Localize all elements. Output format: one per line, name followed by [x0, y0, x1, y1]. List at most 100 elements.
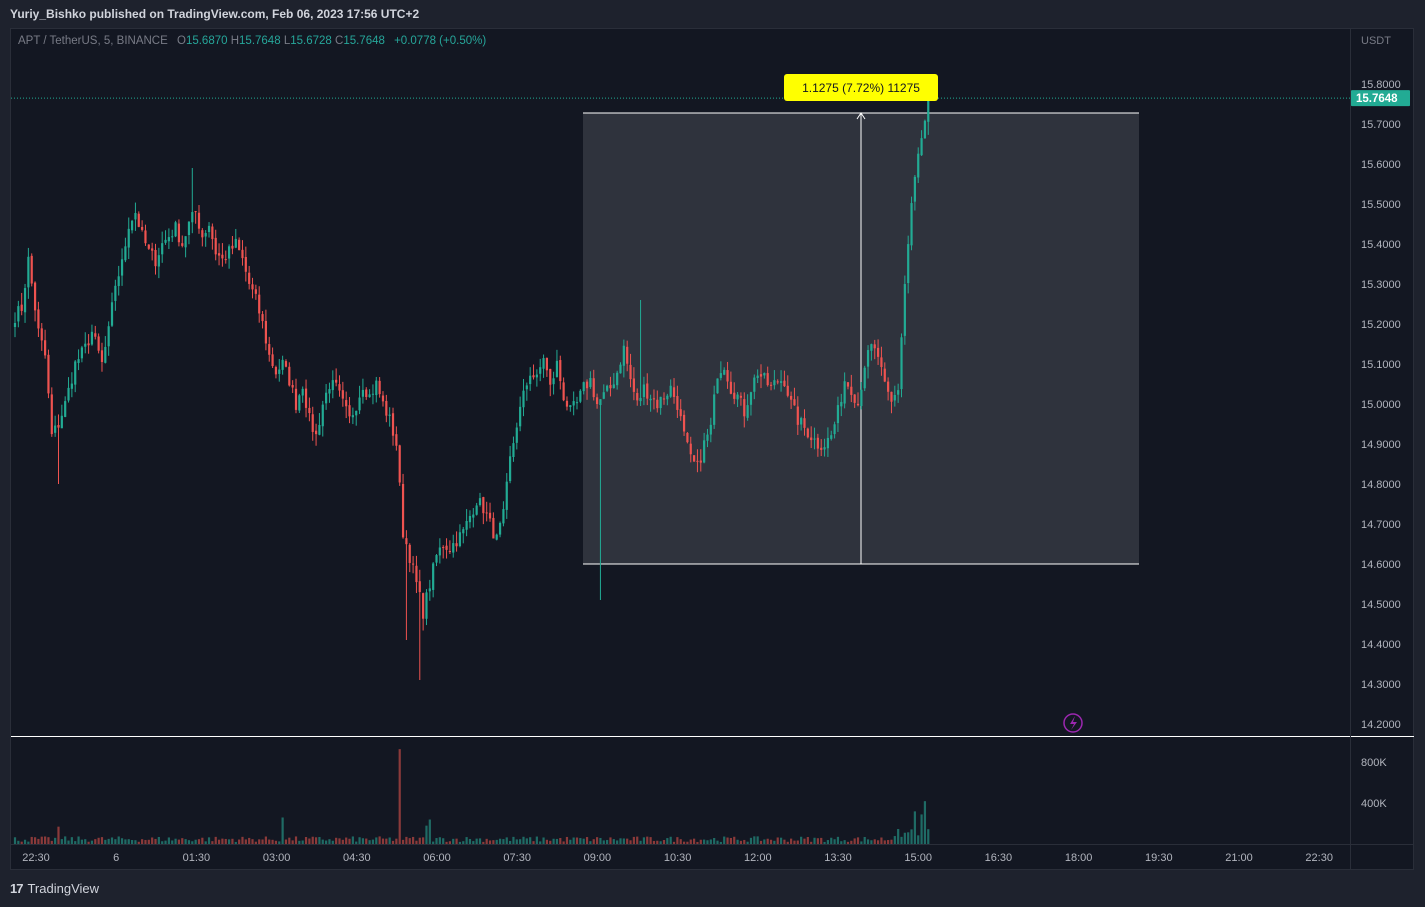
volume-bar [278, 841, 281, 844]
volume-bar [716, 840, 719, 844]
candle-body [759, 374, 763, 377]
volume-bar [288, 837, 291, 844]
candle-body [743, 399, 746, 417]
candle-body [522, 390, 525, 408]
time-tick-label: 15:00 [904, 852, 932, 864]
volume-bar [151, 837, 154, 844]
volume-bar [157, 836, 160, 844]
candle-body [850, 386, 853, 395]
volume-bar [84, 839, 87, 844]
volume-bar [662, 840, 666, 844]
volume-bar [753, 836, 756, 844]
time-tick-label: 12:00 [744, 852, 772, 864]
volume-bar [87, 841, 90, 844]
candle-body [231, 245, 234, 249]
close-label: C [335, 35, 344, 47]
candle-body [405, 538, 408, 545]
volume-bar [458, 841, 462, 844]
volume-bar [238, 839, 241, 844]
candle-body [502, 509, 505, 524]
candle-body [706, 434, 709, 441]
volume-bar [70, 837, 73, 844]
volume-bar [104, 839, 107, 844]
price-scale[interactable]: 15.8000 15.7000 15.6000 15.5000 15.4000 15.30… [1361, 79, 1401, 731]
volume-bar [181, 838, 184, 844]
lightning-icon[interactable] [1063, 713, 1083, 733]
time-tick-label: 07:30 [503, 852, 531, 864]
volume-bar [927, 829, 930, 844]
volume-bar [227, 839, 231, 844]
candle-body [478, 498, 482, 506]
measure-label[interactable]: 1.1275 (7.72%) 11275 [784, 74, 938, 101]
symbol-legend[interactable]: APT / TetherUS, 5, BINANCE O15.6870 H15.… [18, 35, 486, 47]
candle-body [401, 483, 405, 538]
candle-body [221, 254, 224, 259]
tradingview-logo[interactable]: 17 TradingView [10, 881, 99, 896]
volume-bar [418, 837, 421, 844]
candle-body [211, 226, 214, 240]
candle-body [60, 415, 63, 429]
candle-body [606, 385, 609, 391]
symbol-name[interactable]: APT / TetherUS, 5, BINANCE [18, 35, 168, 47]
low-value: 15.6728 [290, 35, 332, 47]
volume-bar [234, 841, 237, 844]
measure-label-text: 1.1275 (7.72%) 11275 [802, 81, 920, 95]
volume-bar [773, 840, 776, 844]
volume-bar [144, 839, 147, 844]
candle-body [378, 380, 381, 395]
candle-body [23, 288, 27, 313]
volume-bar [850, 840, 853, 844]
candle-body [636, 393, 639, 401]
candle-body [40, 328, 43, 341]
price-tick-label: 15.0000 [1361, 399, 1401, 411]
candle-body [187, 221, 191, 236]
volume-bar [365, 838, 368, 844]
candle-body [632, 378, 635, 392]
volume-bar [23, 839, 27, 844]
candle-body [800, 418, 803, 425]
candle-body [37, 309, 40, 329]
time-scale[interactable]: 22:30 6 01:30 03:00 04:30 06:00 07:30 09:00 10:3… [22, 852, 1333, 864]
tradingview-brand: TradingView [27, 881, 100, 896]
volume-bar [776, 837, 779, 844]
volume-bar [579, 838, 582, 844]
candle-body [512, 443, 515, 458]
candle-body [428, 588, 431, 592]
candle-body [204, 233, 207, 237]
volume-bar [13, 837, 17, 844]
volume-bar [612, 839, 615, 844]
volume-bar [348, 838, 351, 844]
volume-bar [197, 839, 201, 844]
volume-bar [699, 839, 702, 844]
candle-body [719, 373, 722, 378]
volume-bar [907, 832, 910, 844]
candle-body [171, 236, 174, 238]
volume-bar [241, 836, 244, 844]
volume-bar [204, 841, 207, 844]
candle-body [726, 370, 729, 382]
candle-body [796, 406, 799, 425]
time-tick-label: 22:30 [1305, 852, 1333, 864]
candle-body [455, 543, 458, 547]
volume-bar [736, 839, 739, 844]
measure-tool[interactable] [583, 112, 1139, 565]
candle-body [609, 385, 612, 389]
volume-bar [880, 837, 883, 844]
volume-bar [77, 836, 80, 844]
volume-bar [371, 839, 375, 844]
candle-body [552, 378, 555, 385]
candle-body [84, 343, 87, 347]
candle-body [579, 390, 582, 402]
candle-body [682, 414, 686, 432]
volume-bar [572, 837, 575, 844]
candle-body [27, 256, 30, 288]
volume-scale[interactable]: 800K 400K [1361, 757, 1387, 810]
candle-body [622, 345, 625, 366]
volume-bar [659, 841, 662, 844]
candle-body [87, 343, 90, 346]
candle-body [298, 395, 301, 411]
volume-bar [863, 836, 866, 844]
candle-body [907, 244, 910, 284]
volume-bar [221, 838, 224, 844]
